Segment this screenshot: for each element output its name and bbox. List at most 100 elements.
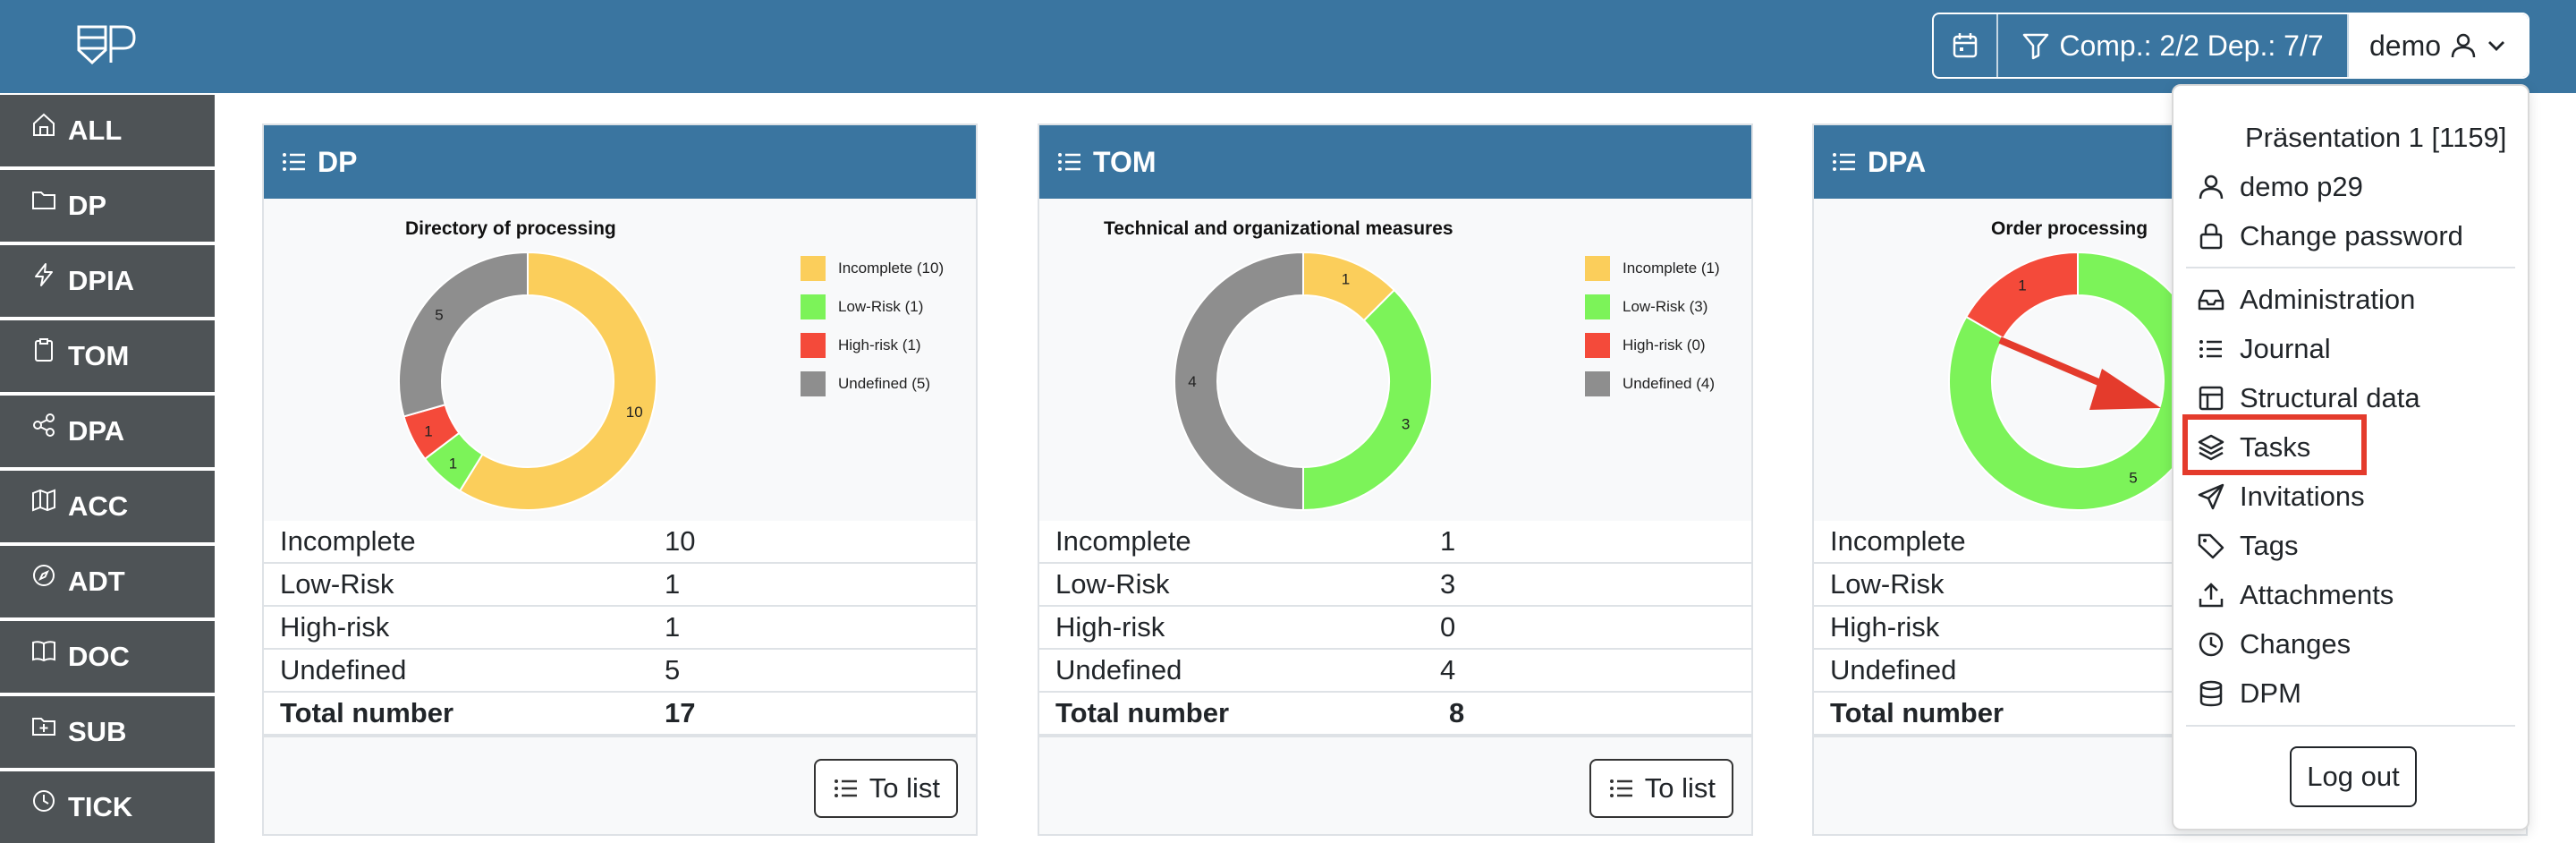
donut-slice [1302, 288, 1433, 512]
table-row: Incomplete 10 [264, 521, 976, 564]
card-header: TOM [1039, 125, 1751, 199]
home-icon [33, 113, 55, 136]
sidebar-item-tom[interactable]: TOM [0, 320, 215, 392]
sidebar-item-dpa[interactable]: DPA [0, 396, 215, 467]
card-title: DPA [1868, 145, 1927, 178]
share-icon [33, 413, 55, 437]
send-icon [2198, 483, 2224, 509]
inbox-icon [2198, 289, 2224, 310]
donut-slice-label: 1 [1342, 270, 1350, 287]
app-logo[interactable] [75, 23, 140, 68]
donut-slice-label: 1 [424, 422, 432, 439]
sidebar-item-label: DPIA [68, 265, 135, 296]
filter-icon [2023, 33, 2049, 60]
chart-title: Order processing [1991, 218, 2148, 239]
menu-item-invitations[interactable]: Invitations [2174, 472, 2528, 521]
table-row: Low-Risk 3 [1039, 564, 1751, 607]
sidebar-item-dpia[interactable]: DPIA [0, 245, 215, 317]
sidebar-item-label: TOM [68, 340, 130, 371]
list-icon [1058, 153, 1080, 171]
stats-table: Incomplete 1 Low-Risk 3 High-risk 0 Undefin… [1039, 521, 1751, 736]
user-dropdown-menu: Präsentation 1 [1159] demo p29 Change pa… [2172, 84, 2529, 830]
donut-slice-label: 1 [2018, 277, 2026, 294]
donut-slice [458, 251, 657, 511]
legend-item: High-risk (1) [801, 326, 944, 364]
menu-item-administration[interactable]: Administration [2174, 275, 2528, 324]
menu-item-dpm[interactable]: DPM [2174, 668, 2528, 718]
sidebar-item-acc[interactable]: ACC [0, 471, 215, 542]
table-row: Undefined 4 [1039, 650, 1751, 693]
donut-chart: 10 11 5 [398, 251, 657, 511]
menu-item-tasks[interactable]: Tasks [2174, 422, 2528, 472]
legend-item: Low-Risk (3) [1585, 287, 1720, 326]
compass-icon [33, 565, 55, 586]
logout-button[interactable]: Log out [2290, 746, 2417, 807]
clipboard-icon [35, 338, 53, 362]
chevron-down-icon [2488, 41, 2505, 51]
table-row: Incomplete 1 [1039, 521, 1751, 564]
menu-item-structural-data[interactable]: Structural data [2174, 373, 2528, 422]
clock-icon [33, 790, 55, 812]
to-list-button[interactable]: To list [1589, 759, 1733, 818]
user-icon [2451, 33, 2476, 58]
donut-slice [398, 251, 529, 418]
donut-slice-label: 10 [626, 404, 643, 421]
menu-item-changes[interactable]: Changes [2174, 619, 2528, 668]
sidebar-item-label: ADT [68, 566, 125, 597]
legend-item: Incomplete (10) [801, 249, 944, 287]
donut-chart: 1 3 4 [1174, 251, 1433, 512]
sidebar-item-all[interactable]: ALL [0, 95, 215, 166]
sidebar-item-label: DP [68, 190, 107, 221]
legend-item: Undefined (5) [801, 364, 944, 403]
list-icon [834, 779, 857, 797]
user-menu-button[interactable]: demo [2349, 14, 2528, 77]
sidebar-item-label: ACC [68, 490, 129, 522]
menu-item-tags[interactable]: Tags [2174, 521, 2528, 570]
layout-icon [2199, 386, 2224, 410]
change-password-item[interactable]: Change password [2174, 211, 2528, 260]
sidebar-item-sub[interactable]: SUB [0, 696, 215, 768]
clock-icon [2199, 632, 2224, 656]
donut-slice [1174, 251, 1304, 512]
filter-label: Comp.: 2/2 Dep.: 7/7 [2059, 29, 2324, 62]
sidebar-item-tick[interactable]: TICK [0, 771, 215, 843]
sidebar-item-label: TICK [68, 791, 133, 822]
user-icon [2199, 175, 2224, 199]
highlight-box [2182, 414, 2367, 475]
legend-item: Undefined (4) [1585, 364, 1720, 403]
filter-button[interactable]: Comp.: 2/2 Dep.: 7/7 [1998, 14, 2349, 77]
sidebar-item-doc[interactable]: DOC [0, 621, 215, 693]
folder-plus-icon [32, 718, 55, 736]
sidebar-item-adt[interactable]: ADT [0, 546, 215, 617]
chart-area: Directory of processing 10 1 1 5 Incomplete… [264, 199, 976, 521]
legend-item: High-risk (0) [1585, 326, 1720, 364]
sidebar-item-dp[interactable]: DP [0, 170, 215, 242]
map-icon [32, 489, 55, 512]
list-icon [1833, 153, 1855, 171]
annotation-arrow [1998, 336, 2161, 410]
to-list-button[interactable]: To list [813, 759, 958, 818]
dropdown-divider [2186, 725, 2515, 727]
menu-item-journal[interactable]: Journal [2174, 324, 2528, 373]
total-row: Total number 8 [1039, 693, 1751, 736]
card-title: TOM [1093, 145, 1157, 178]
dp-card: DP Directory of processing 10 1 1 5 Incompl… [262, 123, 978, 836]
sidebar-item-label: DPA [68, 415, 125, 447]
lock-icon [2199, 223, 2223, 249]
layers-icon [2198, 434, 2224, 460]
calendar-button[interactable] [1934, 14, 1998, 77]
dropdown-user-profile[interactable]: demo p29 [2174, 162, 2528, 211]
chart-area: Order processing 5 1 [1814, 199, 2526, 521]
chart-title: Technical and organizational measures [1104, 218, 1453, 239]
tag-icon [2198, 533, 2224, 558]
list-icon [283, 153, 305, 171]
card-title: DP [318, 145, 358, 178]
list-icon [1609, 779, 1632, 797]
menu-item-attachments[interactable]: Attachments [2174, 570, 2528, 619]
table-row: High-risk 1 [264, 607, 976, 650]
sidebar-item-label: SUB [68, 716, 127, 747]
tom-card: TOM Technical and organizational measure… [1038, 123, 1753, 836]
chart-legend: Incomplete (1) Low-Risk (3) High-risk (0… [1585, 249, 1720, 403]
table-row: Low-Risk 1 [264, 564, 976, 607]
top-navbar: Comp.: 2/2 Dep.: 7/7 demo [0, 0, 2576, 93]
